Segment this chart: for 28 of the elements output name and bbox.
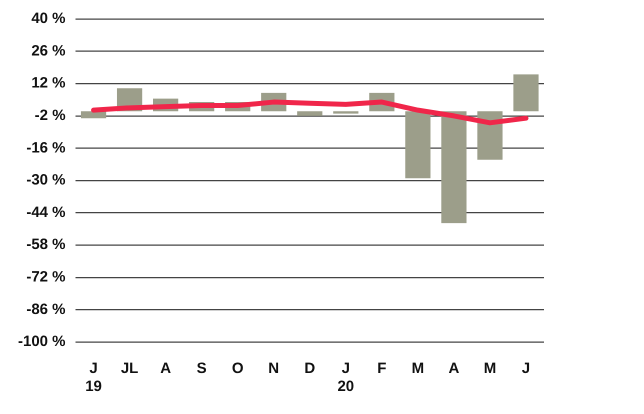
y-tick-label: -44 % <box>26 204 66 221</box>
y-tick-label: 40 % <box>31 10 66 28</box>
y-tick-label: -58 % <box>26 236 66 254</box>
x-tick-label: M <box>484 360 496 378</box>
y-tick-label: 12 % <box>31 74 66 92</box>
y-tick-label: -16 % <box>26 139 66 156</box>
x-tick-label: S <box>196 360 207 378</box>
x-tick-label: D <box>304 360 316 378</box>
x-tick-label: O <box>232 360 244 378</box>
x-tick-label: N <box>268 360 280 378</box>
x-tick-label: J 19 <box>85 360 102 396</box>
bar <box>513 74 539 112</box>
x-tick-label: F <box>377 360 386 378</box>
y-tick-label: -72 % <box>26 268 66 286</box>
x-tick-label: JL <box>120 360 138 378</box>
y-tick-label: -86 % <box>26 300 66 318</box>
bar <box>405 111 430 178</box>
y-tick-label: -2 % <box>34 107 66 124</box>
x-tick-label: J <box>522 360 530 378</box>
y-tick-label: -100 % <box>18 333 66 350</box>
y-tick-label: 26 % <box>31 42 66 60</box>
x-tick-label: A <box>448 360 460 378</box>
bar <box>441 111 467 224</box>
bar <box>297 111 322 116</box>
x-tick-label: J 20 <box>337 360 354 396</box>
y-tick-label: -30 % <box>26 172 66 189</box>
x-tick-label: A <box>160 360 172 378</box>
x-tick-label: M <box>412 360 424 378</box>
